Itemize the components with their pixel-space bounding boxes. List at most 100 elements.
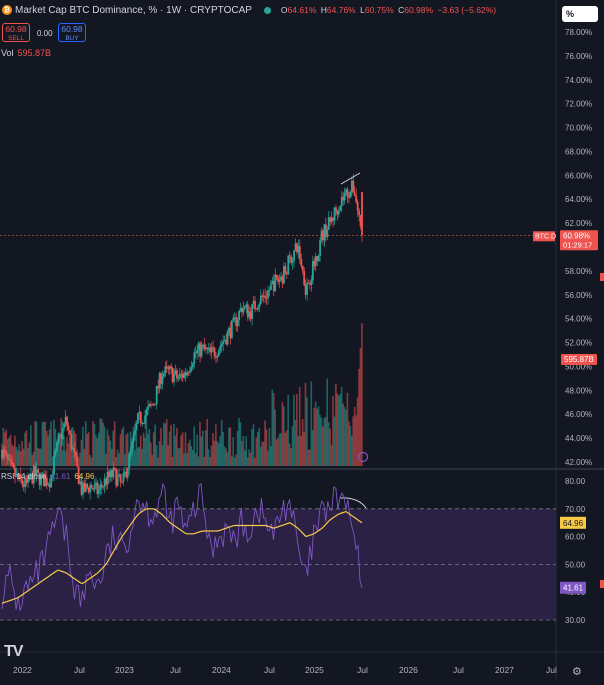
price-candle[interactable] — [115, 468, 118, 486]
price-candle[interactable] — [272, 280, 275, 292]
price-candle[interactable] — [86, 483, 89, 488]
price-candle[interactable] — [95, 482, 97, 485]
price-candle[interactable] — [270, 284, 272, 290]
price-candle[interactable] — [189, 370, 191, 373]
price-candle[interactable] — [70, 433, 73, 450]
price-candle[interactable] — [324, 224, 327, 238]
price-candle[interactable] — [106, 471, 109, 485]
price-candle[interactable] — [330, 217, 333, 223]
price-candle[interactable] — [134, 429, 136, 435]
price-candle[interactable] — [291, 260, 294, 263]
settings-gear-icon[interactable]: ⚙ — [572, 666, 582, 678]
price-candle[interactable] — [174, 370, 177, 375]
price-candle[interactable] — [322, 230, 324, 241]
price-candle[interactable] — [28, 475, 31, 480]
price-candle[interactable] — [248, 311, 251, 318]
price-candle[interactable] — [350, 180, 353, 192]
price-candle[interactable] — [102, 486, 105, 488]
price-candle[interactable] — [43, 473, 45, 487]
price-candle[interactable] — [184, 372, 187, 376]
price-candle[interactable] — [17, 473, 19, 479]
price-candle[interactable] — [63, 423, 66, 428]
price-candle[interactable] — [310, 280, 313, 285]
price-candle[interactable] — [144, 415, 147, 424]
price-candle[interactable] — [213, 348, 216, 357]
price-candle[interactable] — [300, 259, 303, 266]
symbol-tag[interactable]: BTC.D — [535, 233, 556, 240]
price-candle[interactable] — [97, 489, 100, 494]
price-candle[interactable] — [142, 423, 145, 425]
price-candle[interactable] — [176, 370, 178, 379]
price-candle[interactable] — [15, 473, 18, 477]
rsi-value-tag[interactable]: 41.61 — [563, 584, 584, 593]
price-candle[interactable] — [339, 205, 342, 211]
rsi-ma-tag[interactable]: 64.96 — [563, 519, 584, 528]
volume-legend[interactable]: Vol 595.87B — [1, 48, 51, 58]
price-candle[interactable] — [180, 373, 183, 375]
price-candle[interactable] — [161, 376, 164, 384]
price-candle[interactable] — [203, 344, 206, 349]
price-candle[interactable] — [112, 467, 115, 478]
price-candle[interactable] — [125, 471, 128, 478]
price-candle[interactable] — [235, 317, 238, 327]
price-candle[interactable] — [206, 347, 209, 350]
price-candle[interactable] — [38, 472, 41, 486]
price-candle[interactable] — [345, 189, 347, 193]
price-candle[interactable] — [82, 482, 84, 495]
price-candle[interactable] — [116, 476, 119, 486]
price-candle[interactable] — [122, 472, 125, 482]
price-candle[interactable] — [99, 484, 102, 490]
price-candle[interactable] — [265, 297, 268, 299]
rsi-legend[interactable]: RSI 14 close 41.61 64.96 — [1, 472, 94, 481]
price-candle[interactable] — [233, 317, 236, 319]
price-candle[interactable] — [45, 477, 48, 486]
price-candle[interactable] — [306, 282, 308, 295]
price-candle[interactable] — [145, 410, 148, 416]
price-candle[interactable] — [105, 478, 107, 485]
price-candle[interactable] — [262, 295, 265, 297]
price-candle[interactable] — [284, 266, 287, 273]
price-candle[interactable] — [222, 341, 225, 345]
price-candle[interactable] — [361, 191, 363, 236]
price-candle[interactable] — [327, 217, 330, 230]
price-candle[interactable] — [216, 355, 219, 358]
price-candle[interactable] — [251, 303, 254, 319]
percent-scale-toggle[interactable]: % — [562, 6, 598, 22]
symbol-title[interactable]: Market Cap BTC Dominance, % · 1W · CRYPT… — [15, 4, 252, 16]
price-candle[interactable] — [241, 307, 243, 313]
price-candle[interactable] — [336, 210, 339, 215]
price-candle[interactable] — [332, 217, 334, 221]
price-candle[interactable] — [314, 256, 317, 267]
price-candle[interactable] — [100, 484, 103, 488]
price-candle[interactable] — [47, 483, 50, 486]
price-candle[interactable] — [228, 327, 230, 332]
price-candle[interactable] — [229, 327, 232, 339]
price-candle[interactable] — [293, 250, 295, 261]
price-candle[interactable] — [77, 466, 80, 484]
price-candle[interactable] — [204, 347, 207, 349]
price-candle[interactable] — [37, 469, 40, 473]
price-candle[interactable] — [147, 406, 149, 411]
price-candle[interactable] — [242, 308, 245, 313]
price-candle[interactable] — [353, 192, 356, 196]
rsi-trendline-drawing[interactable] — [339, 497, 367, 509]
price-candle[interactable] — [170, 366, 173, 368]
price-candle[interactable] — [87, 487, 90, 493]
price-candle[interactable] — [30, 473, 32, 480]
price-candle[interactable] — [287, 255, 290, 275]
price-candle[interactable] — [267, 290, 269, 299]
price-candle[interactable] — [202, 344, 204, 346]
price-candle[interactable] — [288, 255, 291, 257]
price-candle[interactable] — [275, 274, 278, 278]
price-candle[interactable] — [24, 478, 27, 487]
price-candle[interactable] — [301, 265, 304, 271]
price-candle[interactable] — [171, 367, 174, 383]
price-candle[interactable] — [323, 224, 326, 241]
price-candle[interactable] — [108, 471, 110, 478]
price-candle[interactable] — [257, 307, 259, 310]
price-candle[interactable] — [157, 386, 160, 389]
price-candle[interactable] — [150, 403, 152, 405]
price-candle[interactable] — [219, 346, 222, 351]
price-candle[interactable] — [113, 467, 116, 469]
